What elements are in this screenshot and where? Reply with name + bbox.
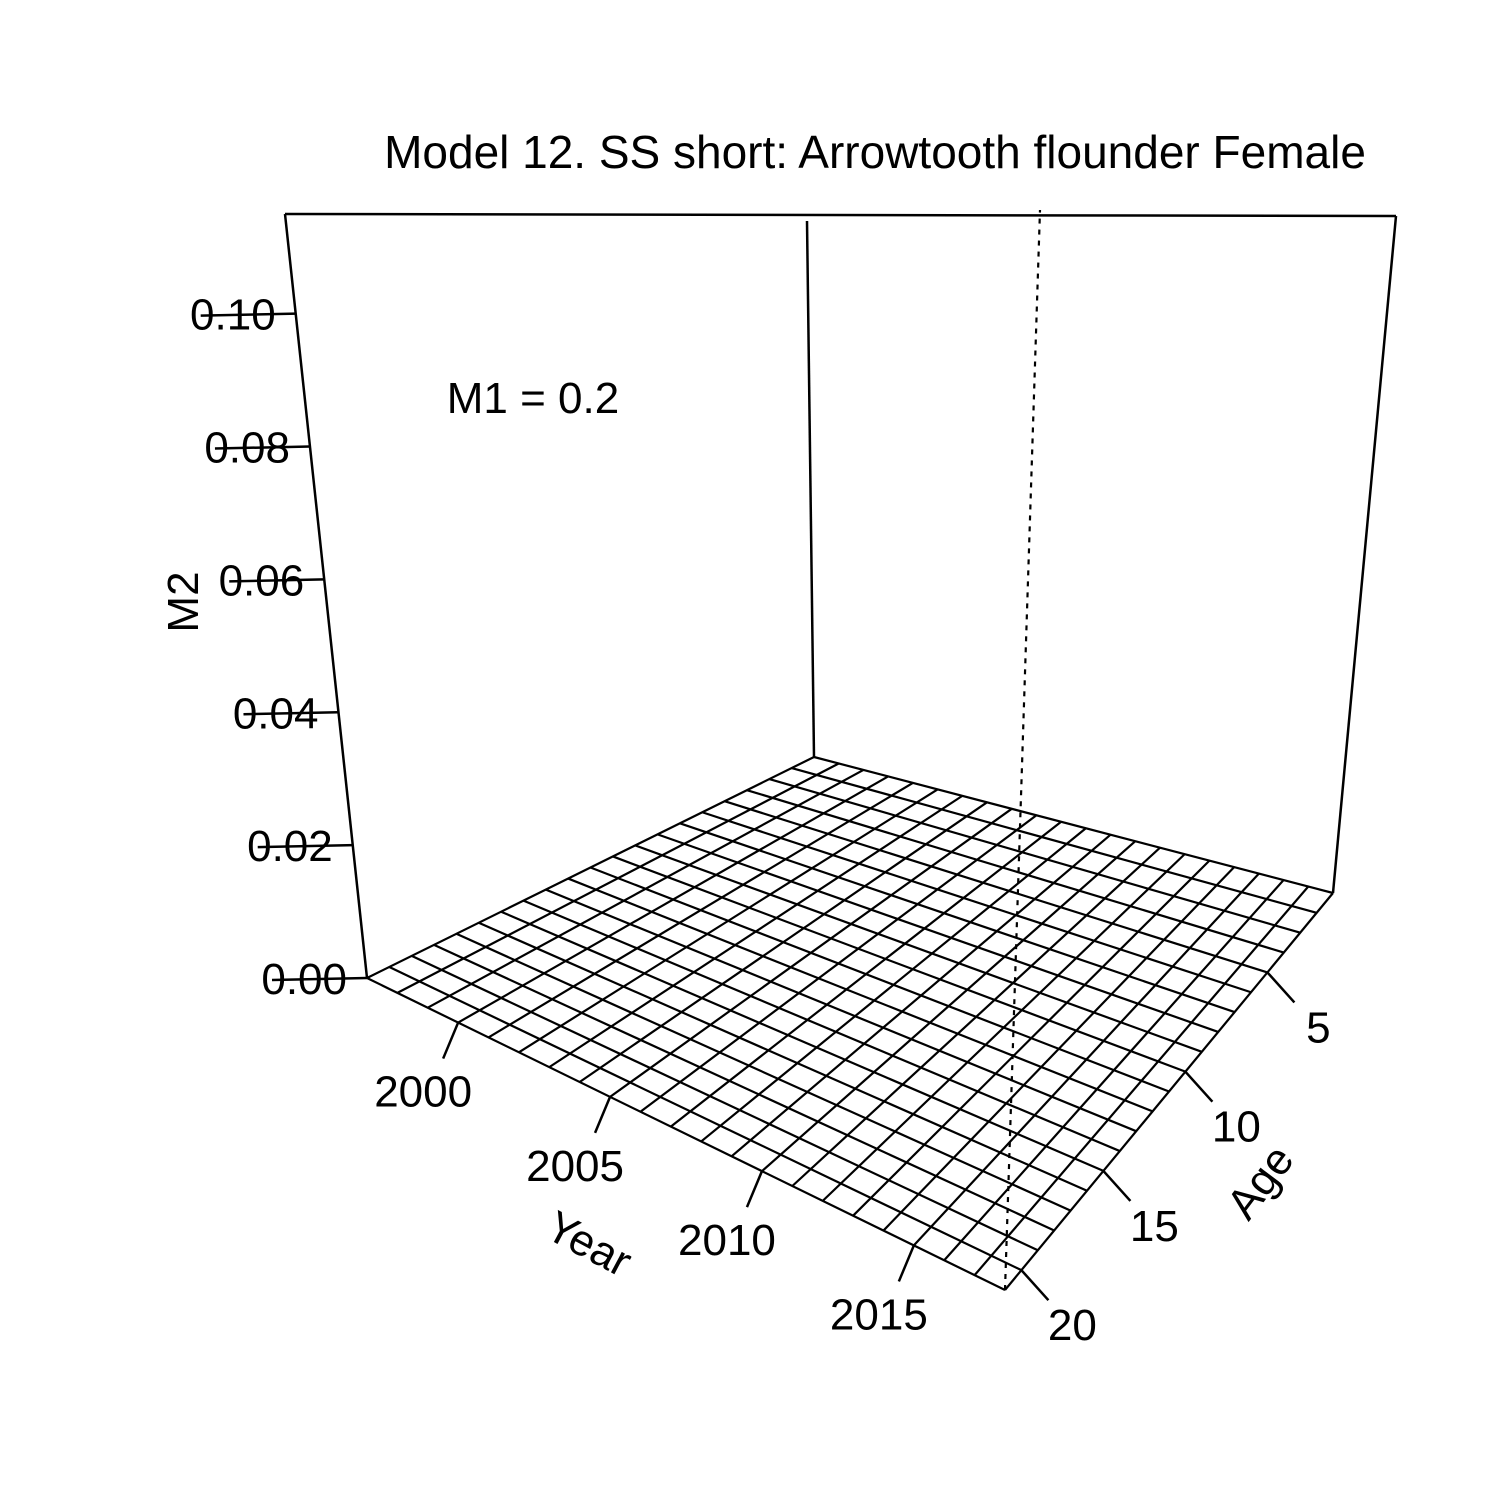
- z-axis-label: M2: [159, 571, 208, 632]
- mesh-line-age: [411, 954, 1039, 1252]
- x-tick-label: 2000: [374, 1068, 472, 1117]
- mesh-line-age: [701, 811, 1252, 994]
- z-tick-label: 0.08: [204, 424, 290, 473]
- mesh-line-age: [679, 822, 1235, 1014]
- z-tick-mark: [243, 711, 339, 716]
- y-tick-label: 20: [1048, 1301, 1097, 1350]
- y-tick-label: 5: [1306, 1003, 1330, 1052]
- mesh-line-age: [478, 921, 1088, 1192]
- mesh-line-age: [455, 932, 1072, 1212]
- x-tick-label: 2010: [678, 1216, 776, 1265]
- chart-title: Model 12. SS short: Arrowtooth flounder …: [384, 126, 1366, 178]
- mesh-line-age: [567, 877, 1154, 1113]
- x-tick-mark: [897, 1244, 916, 1282]
- x-tick-mark: [441, 1022, 460, 1060]
- x-tick-mark: [745, 1170, 764, 1208]
- box-edge-front-hidden: [1003, 209, 1042, 1291]
- box-edge-back: [805, 220, 816, 758]
- box-edge-top: [284, 212, 1397, 218]
- surface-mesh: [366, 755, 1334, 1291]
- annotation-m1: M1 = 0.2: [447, 374, 619, 423]
- y-tick-mark: [1184, 1070, 1214, 1103]
- z-tick-mark: [257, 843, 353, 849]
- x-tick-label: 2005: [526, 1142, 624, 1191]
- y-axis: 5 10 15 20: [1020, 971, 1331, 1350]
- x-axis-label: Year: [538, 1202, 640, 1287]
- mesh-line-age: [634, 844, 1203, 1053]
- z-tick-label: 0.04: [233, 689, 319, 738]
- mesh-line-age: [433, 943, 1055, 1232]
- plot-box: [283, 209, 1398, 1291]
- mesh-line-age: [388, 965, 1022, 1272]
- mesh-line-age: [813, 755, 1334, 895]
- z-tick-label: 0.02: [247, 822, 333, 871]
- mesh-line-age: [657, 833, 1219, 1033]
- z-axis: 0.00 0.02 0.04 0.06 0.08 0.10: [190, 291, 368, 1004]
- y-tick-label: 15: [1130, 1202, 1179, 1251]
- x-axis: 2000 2005 2010 2015: [374, 1022, 928, 1339]
- mesh-line-age: [523, 899, 1121, 1153]
- z-tick-label: 0.00: [261, 955, 347, 1004]
- z-tick-mark: [229, 578, 325, 583]
- z-tick-label: 0.10: [190, 291, 276, 340]
- z-tick-label: 0.06: [219, 556, 305, 605]
- y-tick-mark: [1020, 1269, 1050, 1301]
- mesh-line-age: [366, 977, 1006, 1291]
- mesh-line-age: [746, 789, 1285, 954]
- box-edge-left: [283, 213, 369, 979]
- mesh-line-age: [590, 866, 1170, 1093]
- mesh-line-age: [612, 855, 1186, 1073]
- mesh-line-age: [724, 800, 1268, 974]
- y-tick-label: 10: [1212, 1103, 1261, 1152]
- z-tick-mark: [200, 312, 296, 317]
- mesh-line-age: [791, 766, 1317, 914]
- y-tick-mark: [1102, 1170, 1132, 1202]
- mesh-line-age: [500, 910, 1104, 1172]
- mesh-line-age: [768, 778, 1301, 934]
- x-tick-label: 2015: [830, 1290, 928, 1339]
- y-tick-mark: [1266, 971, 1296, 1004]
- z-tick-mark: [271, 976, 368, 982]
- box-edge-right: [1331, 215, 1398, 894]
- x-tick-mark: [593, 1096, 612, 1134]
- mesh-line-age: [545, 888, 1137, 1133]
- z-tick-mark: [214, 445, 310, 450]
